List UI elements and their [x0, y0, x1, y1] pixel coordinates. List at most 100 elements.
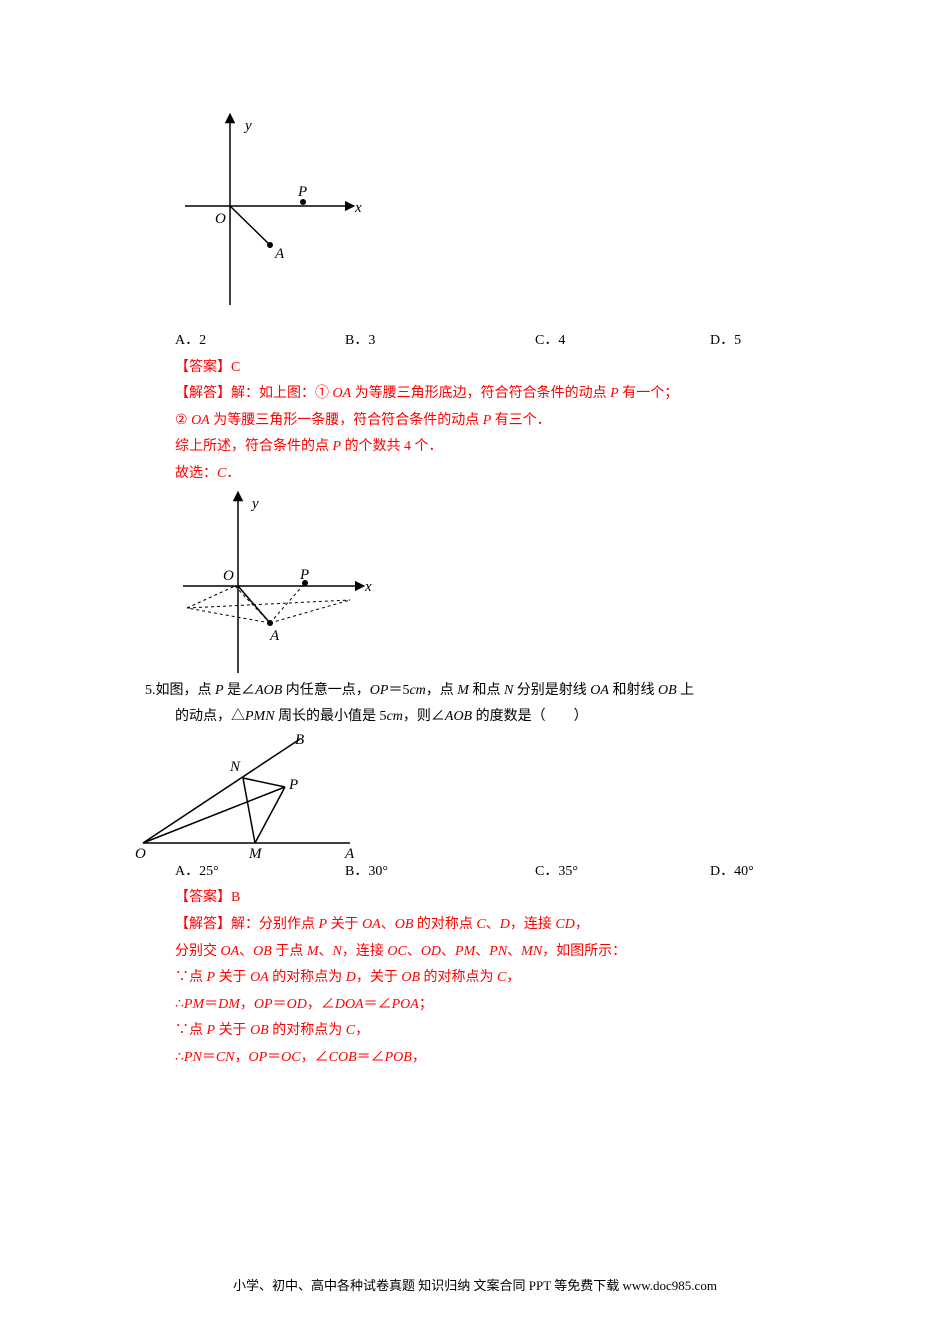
t: cm: [387, 709, 403, 724]
q5-options: A．25° B．30° C．35° D．40°: [175, 859, 815, 886]
t: PM: [455, 944, 475, 959]
t: CD: [555, 917, 574, 932]
t: OD: [287, 997, 307, 1012]
t: PM: [184, 997, 204, 1012]
t: 的对称点为: [420, 970, 497, 985]
q4-opt-b: B．3: [345, 328, 535, 355]
svg-text:A: A: [274, 246, 285, 262]
t: 的动点，△: [175, 709, 245, 724]
t: ，关于: [356, 970, 402, 985]
t: MN: [521, 944, 542, 959]
svg-text:x: x: [364, 579, 372, 595]
t: 的对称点为: [269, 970, 346, 985]
t: P: [610, 386, 619, 401]
q4-opt-d: D．5: [710, 328, 810, 355]
t: DM: [218, 997, 240, 1012]
t: 分别是射线: [513, 683, 590, 698]
t: OP: [370, 683, 389, 698]
t: N: [504, 683, 513, 698]
t: 综上所述，符合条件的点: [175, 439, 333, 454]
t: PN: [489, 944, 507, 959]
t: D: [500, 917, 510, 932]
page-footer: 小学、初中、高中各种试卷真题 知识归纳 文案合同 PPT 等免费下载 www.d…: [0, 1274, 950, 1299]
q4-opt-a: A．2: [175, 328, 345, 355]
q5-exp-l4: ∴PM＝DM，OP＝OD，∠DOA＝∠POA；: [175, 992, 815, 1019]
t: 关于: [215, 1023, 250, 1038]
t: OB: [395, 917, 414, 932]
svg-text:P: P: [297, 184, 307, 200]
t: 于点: [272, 944, 307, 959]
t: ①: [315, 386, 329, 401]
t: ；: [419, 997, 433, 1012]
t: POA: [392, 997, 419, 1012]
t: 的个数共 4 个．: [341, 439, 443, 454]
t: COB: [329, 1050, 357, 1065]
q4-exp-line1: 【解答】解：如上图：① OA 为等腰三角形底边，符合符合条件的动点 P 有一个；: [175, 381, 815, 408]
t: 为等腰三角形底边，符合符合条件的动点: [351, 386, 610, 401]
t: C: [217, 466, 226, 481]
t: ∴: [175, 1050, 184, 1065]
t: DOA: [335, 997, 364, 1012]
t: P: [215, 683, 224, 698]
q5-exp-l6: ∴PN＝CN，OP＝OC，∠COB＝∠POB，: [175, 1045, 815, 1072]
t: 和射线: [609, 683, 658, 698]
t: C: [476, 917, 485, 932]
svg-text:y: y: [250, 496, 259, 512]
q5-opt-c: C．35°: [535, 859, 710, 886]
t: 有一个；: [619, 386, 679, 401]
t: 为等腰三角形一条腰，符合符合条件的动点: [210, 413, 483, 428]
t: C: [497, 970, 506, 985]
svg-text:M: M: [248, 846, 263, 859]
q4-answer: 【答案】C: [175, 355, 815, 382]
t: OP: [249, 1050, 268, 1065]
svg-text:O: O: [223, 568, 234, 584]
t: 周长的最小值是 5: [275, 709, 387, 724]
t: N: [333, 944, 342, 959]
t: 、: [239, 944, 253, 959]
t: 【答案】: [175, 890, 231, 905]
q5-stem-line1: 5.如图，点 P 是∠AOB 内任意一点，OP＝5cm，点 M 和点 N 分别是…: [145, 678, 815, 705]
t: OA: [250, 970, 269, 985]
t: OC: [281, 1050, 300, 1065]
t: OC: [387, 944, 406, 959]
t: ∵点: [175, 1023, 207, 1038]
t: ．: [226, 466, 240, 481]
t: OA: [590, 683, 609, 698]
t: B: [231, 890, 240, 905]
diagram-axes-1: y x O P A: [175, 110, 815, 310]
t: 和点: [469, 683, 504, 698]
t: ，连接: [342, 944, 388, 959]
svg-text:P: P: [299, 567, 309, 583]
t: P: [207, 970, 216, 985]
t: 关于: [215, 970, 250, 985]
t: ，点: [426, 683, 458, 698]
diagram-triangle: O M A B N P: [135, 731, 815, 859]
q4-exp-line2: ② OA 为等腰三角形一条腰，符合符合条件的动点 P 有三个．: [175, 408, 815, 435]
t: ，: [506, 970, 520, 985]
t: PN: [184, 1050, 202, 1065]
svg-text:y: y: [243, 118, 252, 134]
svg-text:A: A: [344, 846, 355, 859]
t: CN: [216, 1050, 235, 1065]
q4-options: A．2 B．3 C．4 D．5: [175, 328, 815, 355]
t: 解：分别作点: [231, 917, 319, 932]
q5-opt-b: B．30°: [345, 859, 535, 886]
t: OB: [401, 970, 420, 985]
t: ，: [355, 1023, 369, 1038]
t: M: [307, 944, 319, 959]
t: C: [346, 1023, 355, 1038]
t: ∴: [175, 997, 184, 1012]
t: AOB: [445, 709, 472, 724]
t: P: [483, 413, 492, 428]
svg-text:B: B: [295, 732, 304, 748]
svg-text:O: O: [135, 846, 146, 859]
t: AOB: [255, 683, 282, 698]
t: ∵点: [175, 970, 207, 985]
q5-num: 5.: [145, 683, 156, 698]
t: 有三个．: [491, 413, 551, 428]
t: 如图，点: [156, 683, 216, 698]
t: ，: [412, 1050, 426, 1065]
t: PMN: [245, 709, 275, 724]
t: 上: [677, 683, 695, 698]
t: 是∠: [224, 683, 256, 698]
